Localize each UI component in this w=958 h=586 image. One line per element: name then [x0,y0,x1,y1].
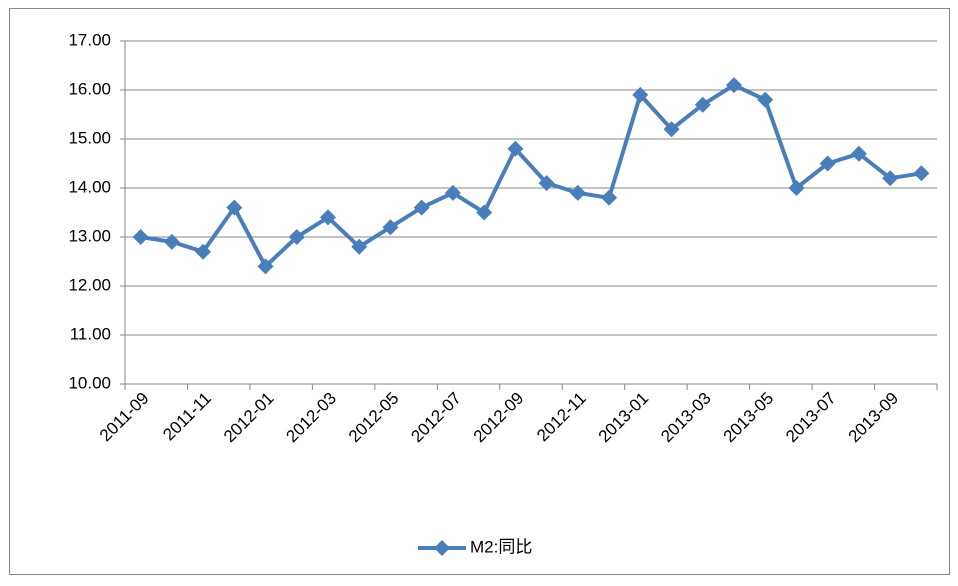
data-point [351,238,368,255]
chart-border [9,8,950,575]
data-point [788,180,805,196]
data-point [320,209,336,226]
y-tick-label: 15.00 [68,128,111,147]
data-point [694,96,711,113]
data-point [882,170,899,187]
data-point [132,229,149,245]
data-point [163,233,180,250]
data-point [507,140,524,157]
data-point [850,145,867,162]
data-point [632,86,649,103]
data-point [569,184,586,201]
data-point [288,229,305,245]
data-point [476,204,493,221]
data-point [913,165,930,182]
y-tick-label: 16.00 [68,79,111,98]
data-point [413,199,430,216]
data-point [819,155,836,172]
legend-marker [434,540,450,556]
series-line [140,83,922,269]
legend-label: M2:同比 [470,537,532,556]
data-point [601,189,618,206]
y-tick-label: 11.00 [70,324,111,343]
data-point [726,77,742,94]
y-tick-label: 17.00 [68,30,111,49]
data-point [757,91,774,108]
y-tick-label: 14.00 [68,177,111,196]
data-point [226,199,243,216]
data-point [257,258,274,275]
y-tick-label: 10.00 [68,373,111,392]
data-point [195,243,212,260]
data-point [382,219,399,236]
data-point [538,175,555,192]
data-point [663,121,680,138]
data-point [444,184,461,201]
y-tick-label: 12.00 [68,275,111,294]
y-tick-label: 13.00 [68,226,111,245]
